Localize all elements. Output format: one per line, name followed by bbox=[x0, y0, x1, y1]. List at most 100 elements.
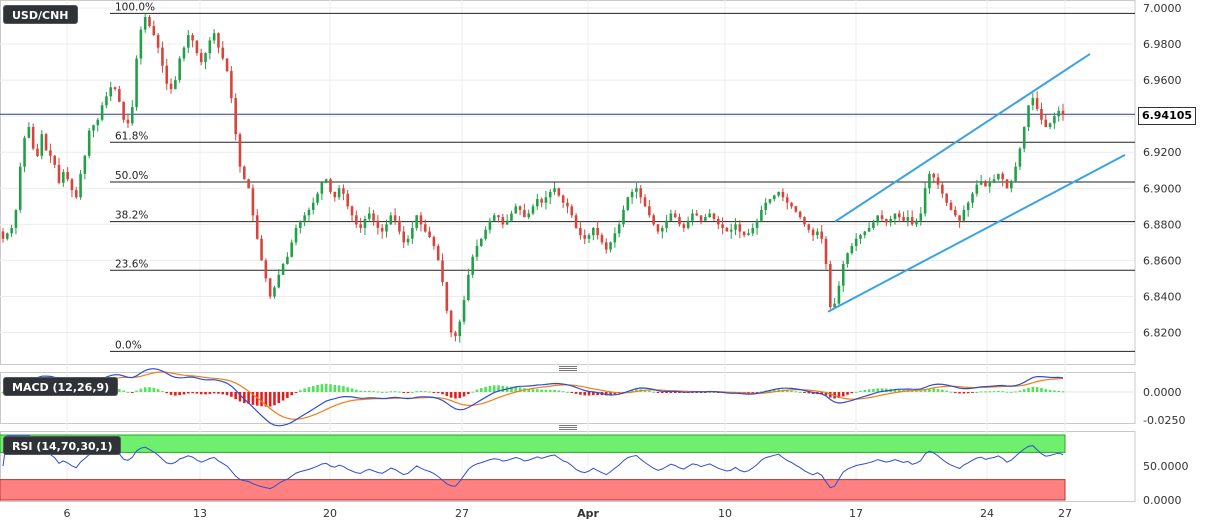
fib-level-label: 100.0% bbox=[115, 1, 155, 13]
macd-histogram-bar bbox=[699, 392, 703, 393]
rsi-pane-border bbox=[0, 431, 1136, 502]
candle-body bbox=[518, 206, 522, 210]
candle-body bbox=[755, 220, 759, 228]
macd-histogram-bar bbox=[122, 390, 125, 392]
candle-body bbox=[380, 227, 384, 232]
candle-body bbox=[885, 218, 888, 223]
candle-body bbox=[10, 227, 13, 234]
candle-body bbox=[238, 134, 242, 167]
macd-histogram-bar bbox=[277, 392, 281, 404]
pane-resize-handle-macd[interactable] bbox=[559, 366, 577, 371]
candle-body bbox=[299, 220, 302, 228]
macd-histogram-bar bbox=[587, 392, 591, 396]
rsi-oversold-zone bbox=[0, 479, 1066, 501]
macd-histogram-bar bbox=[243, 392, 246, 404]
candle-body bbox=[441, 260, 444, 283]
candle-body bbox=[36, 148, 39, 156]
fib-level-label: 23.6% bbox=[115, 258, 148, 270]
candle-body bbox=[919, 213, 923, 221]
candle-body bbox=[716, 218, 720, 225]
candle-body bbox=[695, 213, 699, 216]
macd-histogram-bar bbox=[1031, 386, 1035, 392]
candle-body bbox=[665, 220, 668, 228]
macd-histogram-bar bbox=[363, 390, 367, 392]
candle-body bbox=[70, 179, 74, 191]
macd-histogram-bar bbox=[1, 392, 5, 393]
candle-body bbox=[609, 242, 612, 250]
candle-body bbox=[841, 263, 845, 286]
macd-histogram-bar bbox=[458, 392, 462, 399]
macd-histogram-bar bbox=[380, 391, 384, 393]
pane-resize-handle-rsi[interactable] bbox=[559, 425, 577, 430]
macd-histogram-bar bbox=[428, 391, 431, 393]
macd-histogram-bar bbox=[178, 392, 181, 396]
candle-body bbox=[346, 193, 350, 207]
x-tick-label: 13 bbox=[193, 507, 207, 520]
candle-body bbox=[100, 105, 104, 120]
candle-body bbox=[492, 215, 496, 221]
y-tick-label: 6.8400 bbox=[1143, 290, 1182, 303]
candle-body bbox=[169, 83, 173, 90]
candle-body bbox=[14, 209, 18, 228]
candle-body bbox=[87, 130, 91, 156]
macd-histogram-bar bbox=[807, 392, 811, 394]
candle-body bbox=[923, 188, 927, 214]
rsi-overbought-zone bbox=[0, 434, 1066, 453]
macd-histogram-bar bbox=[544, 389, 548, 392]
macd-histogram-bar bbox=[609, 392, 612, 396]
candle-body bbox=[174, 80, 177, 90]
candle-body bbox=[962, 209, 966, 221]
candle-body bbox=[449, 310, 453, 333]
candle-body bbox=[66, 172, 69, 180]
candle-body bbox=[587, 235, 591, 239]
macd-histogram-bar bbox=[785, 390, 789, 392]
macd-histogram-bar bbox=[346, 387, 350, 392]
macd-histogram-bar bbox=[837, 392, 841, 398]
candle-body bbox=[592, 227, 595, 236]
candle-body bbox=[811, 229, 815, 236]
candle-body bbox=[906, 217, 910, 221]
candle-body bbox=[742, 231, 746, 236]
macd-histogram-bar bbox=[876, 388, 880, 392]
candle-body bbox=[23, 137, 26, 167]
candle-body bbox=[928, 173, 931, 189]
candle-body bbox=[436, 245, 440, 261]
macd-histogram-bar bbox=[691, 392, 694, 393]
candle-body bbox=[725, 227, 729, 232]
macd-histogram-bar bbox=[299, 390, 302, 392]
macd-pane-border bbox=[0, 372, 1136, 424]
candle-body bbox=[57, 164, 61, 183]
candle-body bbox=[760, 209, 763, 221]
macd-histogram-bar bbox=[561, 391, 565, 393]
macd-histogram-bar bbox=[148, 387, 151, 392]
macd-histogram-bar bbox=[820, 392, 823, 395]
candle-body bbox=[639, 188, 643, 198]
candle-body bbox=[1022, 126, 1026, 149]
candle-body bbox=[699, 215, 703, 221]
macd-histogram-bar bbox=[406, 392, 410, 393]
candle-body bbox=[286, 256, 289, 264]
candle-body bbox=[854, 238, 858, 246]
candle-body bbox=[548, 191, 552, 198]
candle-body bbox=[949, 202, 953, 210]
macd-histogram-bar bbox=[1005, 391, 1009, 393]
macd-histogram-bar bbox=[643, 389, 647, 392]
candle-body bbox=[579, 227, 582, 236]
macd-histogram-bar bbox=[286, 392, 289, 398]
macd-histogram-bar bbox=[798, 391, 802, 393]
y-tick-label: 7.0000 bbox=[1143, 2, 1182, 15]
candle-body bbox=[781, 191, 785, 198]
macd-histogram-bar bbox=[423, 391, 427, 393]
candle-body bbox=[225, 58, 229, 72]
channel-lower-line bbox=[827, 154, 1126, 313]
candle-body bbox=[979, 181, 983, 185]
candle-body bbox=[411, 227, 414, 239]
candle-body bbox=[544, 197, 548, 203]
macd-histogram-bar bbox=[359, 390, 362, 392]
candle-body bbox=[1014, 166, 1017, 182]
macd-histogram-bar bbox=[372, 391, 375, 393]
macd-histogram-bar bbox=[897, 389, 901, 392]
candle-body bbox=[277, 274, 281, 288]
candle-body bbox=[1040, 108, 1043, 120]
